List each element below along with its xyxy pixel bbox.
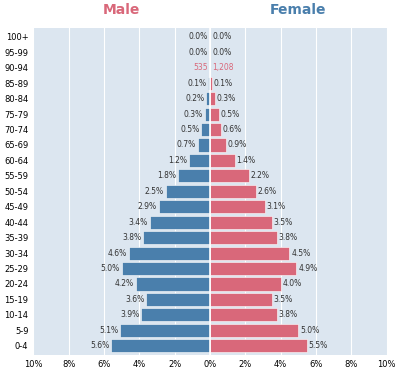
Bar [122, 262, 210, 275]
Text: 5.0%: 5.0% [100, 264, 120, 273]
Text: 0.9%: 0.9% [228, 141, 247, 150]
Text: 0.5%: 0.5% [220, 110, 240, 119]
Text: 1.4%: 1.4% [236, 156, 256, 165]
Bar [111, 339, 210, 352]
Bar [201, 123, 210, 136]
Text: 0.3%: 0.3% [217, 94, 236, 103]
Text: 4.6%: 4.6% [108, 248, 127, 258]
Text: 3.5%: 3.5% [274, 218, 293, 227]
Text: 1.8%: 1.8% [157, 171, 176, 181]
Bar [210, 308, 277, 322]
Bar [210, 339, 307, 352]
Text: 3.8%: 3.8% [279, 233, 298, 242]
Text: 5.1%: 5.1% [99, 326, 118, 335]
Text: 1.2%: 1.2% [168, 156, 187, 165]
Text: 1,208: 1,208 [212, 63, 234, 72]
Bar [210, 123, 220, 136]
Bar [210, 200, 265, 213]
Bar [206, 92, 210, 105]
Bar [210, 278, 280, 291]
Bar [210, 107, 219, 121]
Text: 0.1%: 0.1% [187, 79, 206, 88]
Bar [159, 200, 210, 213]
Bar [210, 293, 272, 306]
Text: 5.6%: 5.6% [90, 341, 109, 350]
Text: 3.4%: 3.4% [129, 218, 148, 227]
Bar [210, 324, 298, 337]
Text: 5.0%: 5.0% [300, 326, 319, 335]
Text: 3.6%: 3.6% [125, 295, 144, 304]
Text: 4.0%: 4.0% [282, 279, 302, 288]
Text: 4.9%: 4.9% [298, 264, 318, 273]
Bar [198, 138, 210, 151]
Bar [189, 154, 210, 167]
Bar [208, 77, 210, 90]
Bar [129, 247, 210, 260]
Text: 2.2%: 2.2% [250, 171, 270, 181]
Text: 4.5%: 4.5% [291, 248, 310, 258]
Text: Female: Female [270, 3, 326, 17]
Bar [141, 308, 210, 322]
Text: 0.0%: 0.0% [212, 48, 231, 57]
Bar [210, 262, 296, 275]
Bar [210, 216, 272, 229]
Text: Male: Male [103, 3, 140, 17]
Bar [210, 154, 235, 167]
Text: 0.5%: 0.5% [180, 125, 199, 134]
Bar [120, 324, 210, 337]
Text: 3.1%: 3.1% [266, 202, 286, 211]
Bar [150, 216, 210, 229]
Text: 0.3%: 0.3% [184, 110, 203, 119]
Bar [210, 169, 249, 182]
Text: 0.0%: 0.0% [188, 48, 208, 57]
Text: 0.2%: 0.2% [186, 94, 205, 103]
Text: 535: 535 [193, 63, 208, 72]
Text: 3.5%: 3.5% [274, 295, 293, 304]
Bar [210, 77, 212, 90]
Bar [178, 169, 210, 182]
Bar [166, 185, 210, 198]
Bar [143, 231, 210, 244]
Bar [210, 247, 290, 260]
Text: 3.8%: 3.8% [279, 310, 298, 319]
Text: 2.9%: 2.9% [138, 202, 157, 211]
Text: 0.1%: 0.1% [214, 79, 232, 88]
Text: 3.9%: 3.9% [120, 310, 139, 319]
Bar [205, 107, 210, 121]
Bar [210, 185, 256, 198]
Text: 0.0%: 0.0% [188, 32, 208, 41]
Text: 2.5%: 2.5% [145, 187, 164, 196]
Bar [210, 92, 215, 105]
Text: 0.0%: 0.0% [212, 32, 231, 41]
Bar [136, 278, 210, 291]
Bar [146, 293, 210, 306]
Bar [210, 231, 277, 244]
Text: 5.5%: 5.5% [309, 341, 328, 350]
Text: 0.7%: 0.7% [176, 141, 196, 150]
Text: 0.6%: 0.6% [222, 125, 242, 134]
Text: 2.6%: 2.6% [258, 187, 277, 196]
Text: 3.8%: 3.8% [122, 233, 141, 242]
Text: 4.2%: 4.2% [115, 279, 134, 288]
Bar [210, 138, 226, 151]
